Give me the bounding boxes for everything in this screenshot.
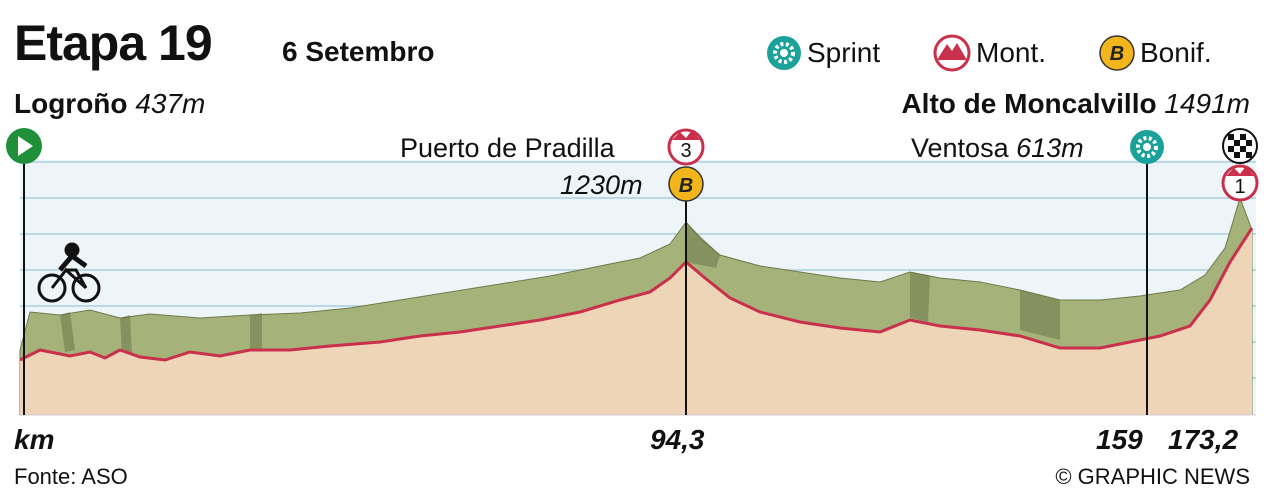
cyclist-icon — [37, 242, 101, 303]
legend-mountain: Mont. — [932, 34, 1046, 72]
start-arrow-icon — [6, 128, 42, 164]
km-finish: 173,2 — [1168, 424, 1239, 455]
moncalvillo-category-number: 1 — [1234, 176, 1245, 198]
ventosa-altitude: 613m — [1016, 133, 1084, 163]
pradilla-altitude: 1230m — [560, 170, 643, 200]
axis-unit-label: km — [14, 424, 55, 455]
km-ventosa: 159 — [1096, 424, 1143, 455]
pradilla-category-number: 3 — [680, 140, 691, 162]
legend-sprint: Sprint — [765, 34, 880, 72]
pradilla-bonus-icon: B — [668, 166, 704, 202]
ventosa-label: Ventosa 613m — [911, 133, 1084, 164]
bonus-icon: B — [1099, 35, 1135, 71]
profile-line — [19, 227, 1254, 362]
finish-checkered-icon — [1222, 128, 1258, 164]
start-altitude: 437m — [135, 88, 206, 119]
start-label: Logroño 437m — [14, 88, 205, 120]
ventosa-sprint-icon — [1130, 130, 1164, 164]
profile-fill — [20, 228, 1252, 415]
pradilla-name: Puerto de Pradilla — [400, 133, 615, 163]
pradilla-bonus-glyph: B — [679, 175, 693, 197]
finish-name: Alto de Moncalvillo — [901, 88, 1157, 119]
mountain-icon — [933, 34, 971, 72]
source-note: Fonte: ASO — [14, 464, 128, 489]
ventosa-name: Ventosa — [911, 133, 1009, 163]
legend-mountain-label: Mont. — [976, 37, 1047, 68]
legend-bonus: B Bonif. — [1098, 34, 1212, 72]
stage-title: Etapa 19 — [14, 15, 213, 71]
finish-altitude: 1491m — [1164, 88, 1250, 119]
km-pradilla: 94,3 — [650, 424, 705, 455]
start-name: Logroño — [14, 88, 128, 119]
stage-date: 6 Setembro — [282, 36, 435, 67]
pradilla-category-icon: 3 — [667, 128, 705, 166]
bonus-icon-glyph: B — [1110, 43, 1124, 65]
legend-bonus-label: Bonif. — [1140, 37, 1212, 68]
sprint-icon — [767, 36, 801, 70]
credit-note: © GRAPHIC NEWS — [1055, 464, 1250, 489]
finish-label: Alto de Moncalvillo 1491m — [901, 88, 1250, 120]
terrain-shading — [60, 222, 1060, 356]
moncalvillo-category-icon: 1 — [1221, 164, 1259, 202]
legend-sprint-label: Sprint — [807, 37, 881, 68]
